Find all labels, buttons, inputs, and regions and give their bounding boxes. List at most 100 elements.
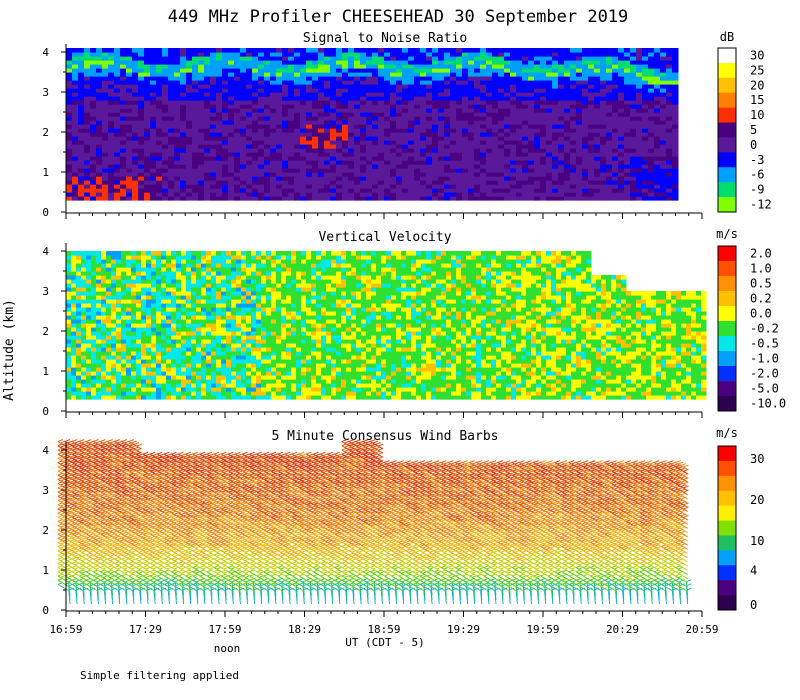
heatmap-cell — [210, 100, 217, 105]
heatmap-cell — [348, 176, 355, 181]
heatmap-cell — [240, 76, 247, 81]
heatmap-cell — [468, 112, 475, 117]
heatmap-cell — [141, 303, 147, 308]
heatmap-cell — [648, 116, 655, 121]
heatmap-cell — [630, 120, 637, 125]
heatmap-cell — [66, 68, 73, 73]
heatmap-cell — [258, 148, 265, 153]
heatmap-cell — [72, 144, 79, 149]
heatmap-cell — [116, 275, 122, 280]
heatmap-cell — [432, 192, 439, 197]
heatmap-cell — [66, 279, 72, 284]
heatmap-cell — [528, 140, 535, 145]
heatmap-cell — [114, 108, 121, 113]
heatmap-cell — [654, 164, 661, 169]
heatmap-cell — [66, 172, 73, 177]
heatmap-cell — [516, 72, 523, 77]
heatmap-cell — [582, 140, 589, 145]
heatmap-cell — [372, 60, 379, 65]
heatmap-cell — [552, 64, 559, 69]
heatmap-cell — [156, 56, 163, 61]
heatmap-cell — [330, 172, 337, 177]
heatmap-cell — [354, 112, 361, 117]
heatmap-cell — [480, 168, 487, 173]
heatmap-cell — [101, 383, 107, 388]
heatmap-cell — [558, 92, 565, 97]
heatmap-cell — [96, 283, 102, 288]
heatmap-cell — [666, 132, 673, 137]
heatmap-cell — [90, 60, 97, 65]
heatmap-cell — [576, 120, 583, 125]
heatmap-cell — [642, 140, 649, 145]
heatmap-cell — [636, 152, 643, 157]
heatmap-cell — [176, 359, 182, 364]
heatmap-cell — [126, 391, 132, 396]
heatmap-cell — [582, 80, 589, 85]
heatmap-cell — [642, 188, 649, 193]
heatmap-cell — [166, 263, 172, 268]
heatmap-cell — [492, 116, 499, 121]
heatmap-cell — [366, 56, 373, 61]
heatmap-cell — [408, 176, 415, 181]
heatmap-cell — [558, 48, 565, 53]
heatmap-cell — [672, 88, 679, 93]
heatmap-cell — [306, 172, 313, 177]
heatmap-cell — [444, 148, 451, 153]
heatmap-cell — [146, 259, 152, 264]
heatmap-cell — [246, 152, 253, 157]
heatmap-cell — [78, 52, 85, 57]
heatmap-cell — [146, 383, 152, 388]
heatmap-cell — [264, 112, 271, 117]
heatmap-cell — [136, 263, 142, 268]
heatmap-cell — [162, 184, 169, 189]
heatmap-cell — [116, 283, 122, 288]
heatmap-cell — [582, 84, 589, 89]
heatmap-cell — [510, 180, 517, 185]
heatmap-cell — [102, 136, 109, 141]
heatmap-cell — [432, 72, 439, 77]
heatmap-cell — [534, 92, 541, 97]
heatmap-cell — [222, 68, 229, 73]
heatmap-cell — [288, 136, 295, 141]
heatmap-cell — [654, 148, 661, 153]
heatmap-cell — [150, 116, 157, 121]
heatmap-cell — [504, 176, 511, 181]
heatmap-cell — [480, 96, 487, 101]
heatmap-cell — [570, 100, 577, 105]
heatmap-cell — [342, 80, 349, 85]
heatmap-cell — [120, 48, 127, 53]
heatmap-cell — [612, 124, 619, 129]
heatmap-cell — [196, 355, 202, 360]
heatmap-cell — [660, 164, 667, 169]
heatmap-cell — [166, 379, 172, 384]
heatmap-cell — [191, 367, 197, 372]
heatmap-cell — [582, 108, 589, 113]
heatmap-cell — [114, 52, 121, 57]
heatmap-cell — [450, 168, 457, 173]
heatmap-cell — [606, 164, 613, 169]
heatmap-cell — [234, 76, 241, 81]
heatmap-cell — [474, 132, 481, 137]
heatmap-cell — [156, 255, 162, 260]
heatmap-cell — [66, 295, 72, 300]
heatmap-cell — [186, 132, 193, 137]
heatmap-cell — [504, 52, 511, 57]
heatmap-cell — [594, 80, 601, 85]
heatmap-cell — [654, 92, 661, 97]
heatmap-cell — [201, 367, 207, 372]
heatmap-cell — [522, 172, 529, 177]
heatmap-cell — [630, 156, 637, 161]
heatmap-cell — [588, 64, 595, 69]
heatmap-cell — [90, 164, 97, 169]
heatmap-cell — [330, 52, 337, 57]
heatmap-cell — [106, 391, 112, 396]
heatmap-cell — [71, 315, 77, 320]
heatmap-cell — [181, 307, 187, 312]
heatmap-cell — [570, 48, 577, 53]
heatmap-cell — [181, 263, 187, 268]
heatmap-cell — [330, 96, 337, 101]
heatmap-cell — [176, 251, 182, 256]
heatmap-cell — [582, 72, 589, 77]
heatmap-cell — [168, 52, 175, 57]
heatmap-cell — [420, 52, 427, 57]
